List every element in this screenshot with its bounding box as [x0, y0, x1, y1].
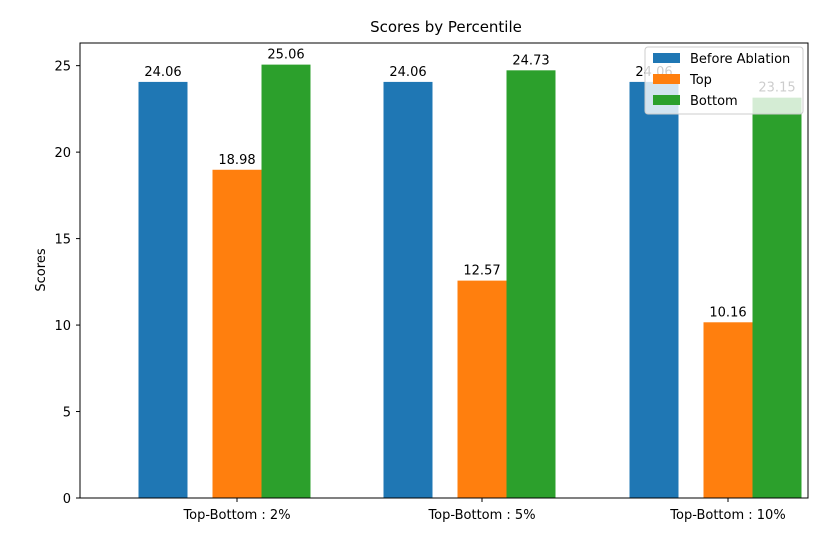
- y-axis: 0 5 10 15 20 25: [54, 60, 80, 507]
- y-tick-label-5: 25: [54, 60, 71, 75]
- legend-swatch-1: [653, 74, 680, 84]
- bar-2-0: [261, 64, 311, 499]
- x-tick-label-0: Top-Bottom : 2%: [182, 508, 290, 523]
- bars-layer: [138, 64, 802, 499]
- bar-0-1: [383, 81, 433, 498]
- y-tick-label-0: 0: [63, 492, 71, 507]
- bar-label-0-0: 24.06: [144, 65, 181, 80]
- legend-label-2: Bottom: [690, 94, 738, 109]
- x-tick-label-2: Top-Bottom : 10%: [669, 508, 785, 523]
- y-tick-label-1: 5: [63, 406, 71, 421]
- legend-label-1: Top: [689, 73, 712, 88]
- legend-label-0: Before Ablation: [690, 52, 790, 67]
- bar-label-2-1: 24.73: [512, 53, 549, 68]
- bar-label-0-1: 24.06: [389, 65, 426, 80]
- y-tick-label-2: 10: [54, 319, 71, 334]
- bar-label-2-0: 25.06: [267, 48, 304, 63]
- y-tick-label-3: 15: [54, 233, 71, 248]
- y-axis-label: Scores: [34, 248, 49, 291]
- bar-label-1-2: 10.16: [709, 305, 746, 320]
- bar-1-0: [212, 169, 262, 498]
- legend-swatch-2: [653, 95, 680, 105]
- chart-title: Scores by Percentile: [370, 18, 522, 36]
- legend: Before Ablation Top Bottom: [644, 46, 804, 115]
- legend-swatch-0: [653, 53, 680, 63]
- legend-frame: [644, 46, 804, 115]
- bar-2-1: [506, 70, 556, 498]
- x-axis: Top-Bottom : 2% Top-Bottom : 5% Top-Bottom…: [182, 498, 786, 523]
- bar-1-2: [703, 322, 753, 498]
- y-tick-label-4: 20: [54, 146, 71, 161]
- bar-2-2: [752, 97, 802, 498]
- bar-0-2: [629, 81, 679, 498]
- plot-frame: [79, 42, 809, 499]
- bar-0-0: [138, 81, 188, 498]
- bar-label-1-1: 12.57: [463, 264, 500, 279]
- bar-label-1-0: 18.98: [218, 153, 255, 168]
- x-tick-label-1: Top-Bottom : 5%: [427, 508, 535, 523]
- bar-1-1: [457, 280, 507, 498]
